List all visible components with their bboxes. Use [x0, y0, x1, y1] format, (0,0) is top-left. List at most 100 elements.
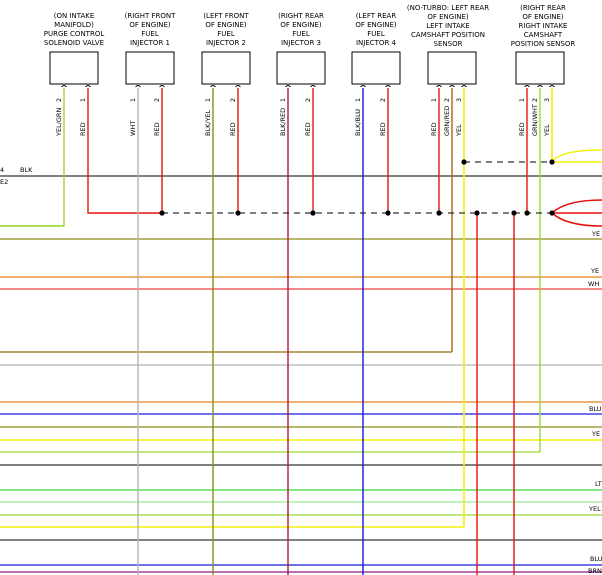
right-label-ye-b: YE — [590, 267, 599, 275]
pin-wire-color: BLK/BLU — [354, 109, 362, 136]
component-label-line: (RIGHT REAR — [520, 4, 566, 12]
component-label-line: (LEFT REAR — [356, 12, 397, 20]
pin-terminal — [85, 85, 91, 88]
pin-number: 2 — [531, 98, 539, 102]
splice-dot — [385, 210, 391, 216]
pin-wire-color: BLK/RED — [279, 108, 287, 136]
component-label-line: OF ENGINE) — [280, 21, 322, 29]
component-label-line: LEFT INTAKE — [426, 22, 470, 30]
pin-number: 2 — [304, 98, 312, 102]
pin-terminal — [61, 85, 67, 88]
splice-dot — [310, 210, 316, 216]
component-label-line: INJECTOR 2 — [206, 39, 246, 47]
pin-number: 2 — [379, 98, 387, 102]
component-label-line: SOLENOID VALVE — [44, 39, 104, 47]
connector-box — [515, 51, 565, 85]
pin-terminal — [385, 85, 391, 88]
component-label-line: OF ENGINE) — [205, 21, 247, 29]
pin-terminal — [159, 85, 165, 88]
component-label-line: (NO-TURBO: LEFT REAR — [407, 4, 489, 12]
component-label-line: FUEL — [292, 30, 310, 38]
pin-terminal — [436, 85, 442, 88]
pin-wire-color: RED — [518, 122, 526, 136]
pin-wire-color: RED — [153, 122, 161, 136]
connector-box — [201, 51, 251, 85]
pin-terminal — [461, 85, 467, 88]
pin-number: 2 — [443, 98, 451, 102]
pin-wire-color: BLK/YEL — [204, 109, 212, 136]
splice-dot — [235, 210, 241, 216]
splice-dot — [511, 210, 517, 216]
splice-dot — [524, 210, 530, 216]
splice-dot — [549, 159, 555, 165]
pin-wire-color: YEL/GRN — [55, 108, 63, 137]
pin-wire-color: RED — [379, 122, 387, 136]
vertical-wires — [0, 88, 602, 575]
pin-terminal — [537, 85, 543, 88]
pin-number: 1 — [129, 98, 137, 102]
pin-number: 1 — [430, 98, 438, 102]
pin-number: 1 — [204, 98, 212, 102]
component-label-line: (RIGHT FRONT — [125, 12, 176, 20]
yel-branch-right — [551, 149, 602, 163]
right-label-ye-a: YE — [591, 230, 600, 238]
component-label-line: CAMSHAFT POSITION — [411, 31, 485, 39]
pin-wire-color: YEL — [455, 124, 463, 137]
left-labels: 4 BLK E2 — [0, 166, 33, 186]
pin-terminal — [524, 85, 530, 88]
purge-yelgrn-wire — [0, 88, 65, 227]
purge-red-wire — [87, 88, 162, 214]
right-label-yel-d: YEL — [588, 505, 601, 513]
component-label-line: POSITION SENSOR — [511, 40, 576, 48]
component-label-line: FUEL — [367, 30, 385, 38]
pin-number: 2 — [229, 98, 237, 102]
splice-dot — [461, 159, 467, 165]
splice-dot — [436, 210, 442, 216]
component-label-line: INJECTOR 1 — [130, 39, 170, 47]
pin-number: 1 — [279, 98, 287, 102]
pin-terminal — [360, 85, 366, 88]
component-label-line: PURGE CONTROL — [44, 30, 105, 38]
component-label-line: FUEL — [141, 30, 159, 38]
pin-terminal — [310, 85, 316, 88]
left-label-1: 4 — [0, 166, 4, 174]
horizontal-wires — [0, 175, 602, 573]
pin-wire-color: RED — [79, 122, 87, 136]
splice-lines — [162, 161, 552, 214]
pin-number: 1 — [518, 98, 526, 102]
right-labels: YE YE WH BLU YE LT YEL BLU BRN — [588, 230, 602, 575]
splice-dot — [549, 210, 555, 216]
pin-number: 1 — [354, 98, 362, 102]
pin-wire-color: YEL — [543, 124, 551, 137]
pin-terminal — [285, 85, 291, 88]
connector-box — [427, 51, 477, 85]
left-label-blk: BLK — [20, 166, 33, 174]
pin-wire-color: WHT — [129, 121, 137, 136]
pin-number: 2 — [153, 98, 161, 102]
component-label-line: RIGHT INTAKE — [519, 22, 568, 30]
component-label-line: (LEFT FRONT — [203, 12, 249, 20]
component-label-line: OF ENGINE) — [522, 13, 564, 21]
connector-box — [49, 51, 99, 85]
component-label-line: OF ENGINE) — [129, 21, 171, 29]
right-label-blu: BLU — [589, 405, 602, 413]
pin-number: 3 — [543, 98, 551, 102]
left-label-2: E2 — [0, 178, 8, 186]
right-label-lt: LT — [595, 480, 602, 488]
pin-number: 3 — [455, 98, 463, 102]
pin-terminal — [210, 85, 216, 88]
component-label-line: INJECTOR 3 — [281, 39, 321, 47]
splice-dot — [159, 210, 165, 216]
component-label-line: OF ENGINE) — [355, 21, 397, 29]
pin-number: 1 — [79, 98, 87, 102]
pin-wire-color: GRN/WHT — [531, 104, 539, 136]
splice-dot — [474, 210, 480, 216]
component-label-line: SENSOR — [434, 40, 463, 48]
